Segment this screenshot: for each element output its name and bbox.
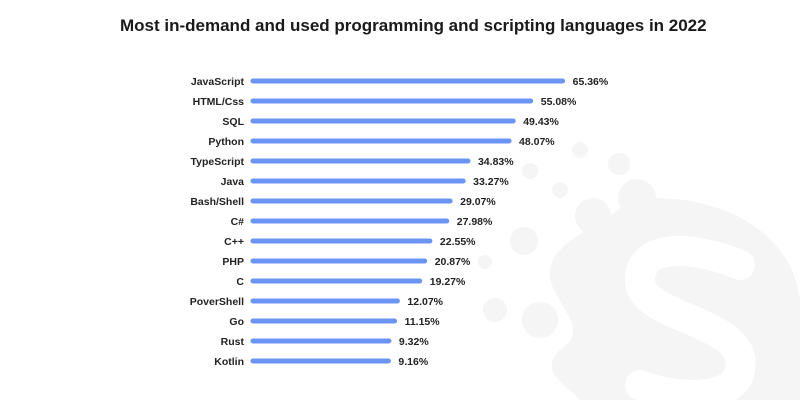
category-label: PHP <box>222 256 244 268</box>
value-label: 33.27% <box>473 176 509 188</box>
category-label: PoverShell <box>190 296 244 308</box>
category-label: Bash/Shell <box>190 196 244 208</box>
value-label: 19.27% <box>430 276 466 288</box>
value-label: 65.36% <box>573 76 609 88</box>
value-label: 27.98% <box>457 216 493 228</box>
value-label: 29.07% <box>460 196 496 208</box>
category-label: C++ <box>224 236 244 248</box>
category-label: Rust <box>221 336 245 348</box>
value-label: 55.08% <box>541 96 577 108</box>
value-label: 9.32% <box>399 336 429 348</box>
category-label: HTML/Css <box>193 96 244 108</box>
value-label: 34.83% <box>478 156 514 168</box>
category-label: Kotlin <box>214 356 244 368</box>
chart-title: Most in-demand and used programming and … <box>120 16 707 35</box>
category-label: C# <box>231 216 245 228</box>
value-label: 11.15% <box>405 316 441 328</box>
value-label: 49.43% <box>523 116 559 128</box>
category-label: TypeScript <box>191 156 245 168</box>
value-label: 20.87% <box>435 256 471 268</box>
category-label: Go <box>229 316 244 328</box>
category-label: Python <box>208 136 244 148</box>
value-label: 48.07% <box>519 136 555 148</box>
category-label: JavaScript <box>191 76 245 88</box>
category-label: SQL <box>222 116 244 128</box>
value-label: 22.55% <box>440 236 476 248</box>
category-label: C <box>236 276 244 288</box>
value-label: 9.16% <box>398 356 428 368</box>
value-label: 12.07% <box>407 296 443 308</box>
category-label: Java <box>221 176 245 188</box>
